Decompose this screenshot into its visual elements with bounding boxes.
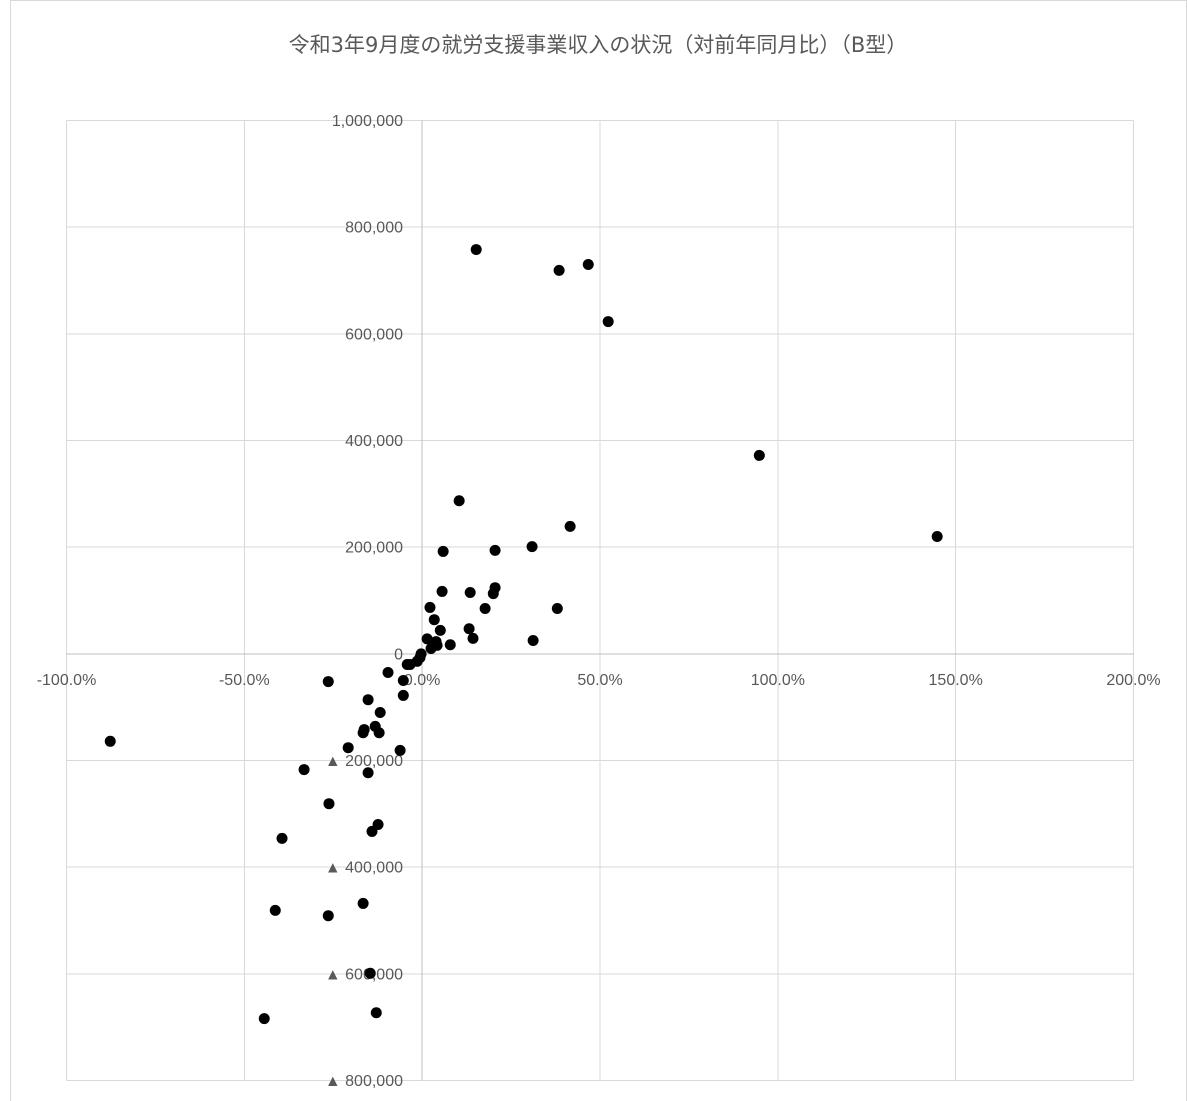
- data-point: [397, 675, 409, 686]
- x-tick-label: 50.0%: [577, 672, 622, 689]
- data-point: [364, 967, 376, 979]
- data-point: [564, 520, 576, 532]
- data-point: [397, 689, 409, 701]
- data-point: [362, 767, 374, 779]
- y-tick-label: 1,000,000: [332, 113, 403, 130]
- data-point: [602, 316, 614, 328]
- data-point: [551, 603, 563, 614]
- data-point: [394, 744, 406, 756]
- data-point: [479, 603, 491, 614]
- data-point: [467, 632, 479, 644]
- chart-title: 令和3年9月度の就労支援事業収入の状況（対前年同月比）（B型）: [289, 33, 908, 57]
- data-point: [104, 735, 116, 747]
- data-point: [424, 601, 436, 613]
- data-points: [104, 244, 943, 1025]
- data-point: [373, 727, 385, 739]
- data-point: [322, 676, 334, 688]
- data-point: [931, 531, 943, 542]
- data-point: [487, 588, 499, 600]
- data-point: [374, 707, 386, 718]
- x-tick-label: 100.0%: [751, 672, 805, 689]
- y-tick-label: 600,000: [345, 326, 403, 343]
- data-point: [421, 633, 433, 645]
- y-tick-label: 0: [394, 646, 403, 663]
- x-tick-label: 0.0%: [404, 672, 440, 689]
- data-point: [298, 764, 310, 776]
- data-point: [453, 495, 465, 507]
- data-point: [258, 1013, 270, 1025]
- data-point: [269, 904, 281, 916]
- y-tick-label: 400,000: [345, 433, 403, 450]
- data-point: [382, 667, 394, 678]
- data-point: [437, 545, 449, 557]
- data-point: [342, 742, 354, 754]
- y-tick-label: ▲ 800,000: [325, 1073, 403, 1090]
- data-point: [401, 659, 413, 670]
- y-tick-label: 800,000: [345, 220, 403, 237]
- gridlines: [66, 120, 1134, 1081]
- data-point: [370, 1007, 382, 1019]
- data-point: [362, 694, 374, 706]
- data-point: [366, 825, 378, 837]
- y-tick-label: ▲ 200,000: [325, 753, 403, 770]
- x-tick-label: -50.0%: [219, 672, 270, 689]
- data-point: [463, 623, 475, 635]
- data-point: [436, 585, 448, 597]
- chart-area-border: [10, 0, 1187, 1101]
- data-point: [470, 244, 482, 256]
- y-axis-tick-labels: 1,000,000 800,000 600,000 400,000 200,000 0 ▲ …: [325, 113, 403, 1090]
- data-point: [357, 897, 369, 909]
- y-tick-label: ▲ 400,000: [325, 860, 403, 877]
- data-point: [753, 449, 765, 461]
- x-tick-label: -100.0%: [37, 672, 97, 689]
- data-point: [434, 624, 446, 636]
- data-point: [357, 727, 369, 739]
- data-point: [323, 798, 335, 810]
- data-point: [489, 544, 501, 556]
- data-point: [276, 832, 288, 844]
- data-point: [428, 614, 440, 626]
- y-tick-label: 200,000: [345, 540, 403, 557]
- data-point: [526, 541, 538, 553]
- data-point: [527, 635, 539, 646]
- data-point: [582, 259, 594, 270]
- x-axis-tick-labels: -100.0% -50.0% 0.0% 50.0% 100.0% 150.0% 200.0%: [37, 672, 1161, 689]
- data-point: [322, 910, 334, 922]
- axis-lines: [66, 120, 1134, 1081]
- x-tick-label: 200.0%: [1106, 672, 1160, 689]
- data-point: [425, 643, 437, 654]
- data-point: [464, 587, 476, 598]
- x-tick-label: 150.0%: [929, 672, 983, 689]
- data-point: [444, 639, 456, 651]
- data-point: [553, 264, 565, 276]
- y-tick-label: ▲ 600,000: [325, 966, 403, 983]
